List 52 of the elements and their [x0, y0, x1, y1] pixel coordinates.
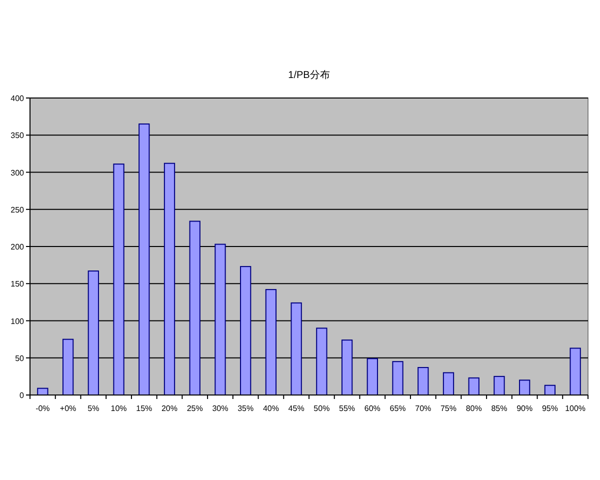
bar	[113, 164, 124, 396]
x-tick-label: 15%	[136, 404, 152, 413]
bar	[164, 162, 176, 396]
bar	[189, 220, 200, 396]
bar	[366, 358, 378, 396]
x-tick-label: 85%	[491, 404, 508, 413]
x-tick-label: 100%	[565, 404, 586, 413]
bar	[468, 377, 480, 396]
bar	[494, 376, 505, 396]
x-tick-label: 90%	[516, 404, 533, 413]
x-tick-label: 60%	[364, 404, 380, 413]
y-tick-label: 350	[10, 131, 25, 140]
bar	[214, 244, 226, 396]
y-tick-label: 300	[10, 168, 25, 178]
x-tick-label: 65%	[390, 404, 406, 413]
chart-title: 1/PB分布	[288, 69, 330, 81]
x-tick-label: 40%	[262, 404, 279, 413]
bar	[316, 328, 328, 396]
x-tick-label: 10%	[110, 404, 127, 413]
bar	[240, 266, 252, 396]
bar	[341, 340, 353, 396]
x-tick-label: 5%	[88, 404, 100, 413]
bar	[418, 367, 429, 396]
x-tick-label: -0%	[36, 404, 50, 413]
x-tick-label: 75%	[440, 404, 457, 413]
bar	[570, 348, 581, 396]
x-tick-label: 80%	[466, 404, 482, 413]
y-tick-label: 150	[10, 280, 25, 289]
x-tick-label: 50%	[314, 404, 330, 413]
x-tick-label: 35%	[238, 404, 254, 413]
bar	[290, 302, 302, 396]
x-tick-label: 25%	[186, 404, 203, 413]
bar	[265, 289, 277, 396]
x-tick-label: 45%	[288, 404, 304, 413]
y-tick-label: 250	[10, 205, 25, 214]
y-tick-label: 100	[10, 316, 25, 326]
y-tick-label: 50	[15, 354, 25, 363]
x-tick-label: 70%	[415, 404, 432, 413]
bar	[88, 270, 99, 396]
x-tick-label: 30%	[212, 404, 228, 413]
bar	[138, 123, 150, 396]
y-tick-label: 200	[10, 242, 25, 252]
y-tick-label: 0	[20, 391, 25, 400]
bar	[62, 338, 74, 396]
bar	[442, 372, 454, 396]
y-tick-label: 400	[10, 94, 25, 103]
bar	[519, 380, 530, 396]
x-tick-label: 95%	[542, 404, 558, 413]
x-tick-label: 20%	[161, 404, 178, 413]
bar	[392, 361, 404, 396]
x-tick-label: 55%	[339, 404, 356, 413]
x-tick-label: +0%	[60, 404, 76, 413]
